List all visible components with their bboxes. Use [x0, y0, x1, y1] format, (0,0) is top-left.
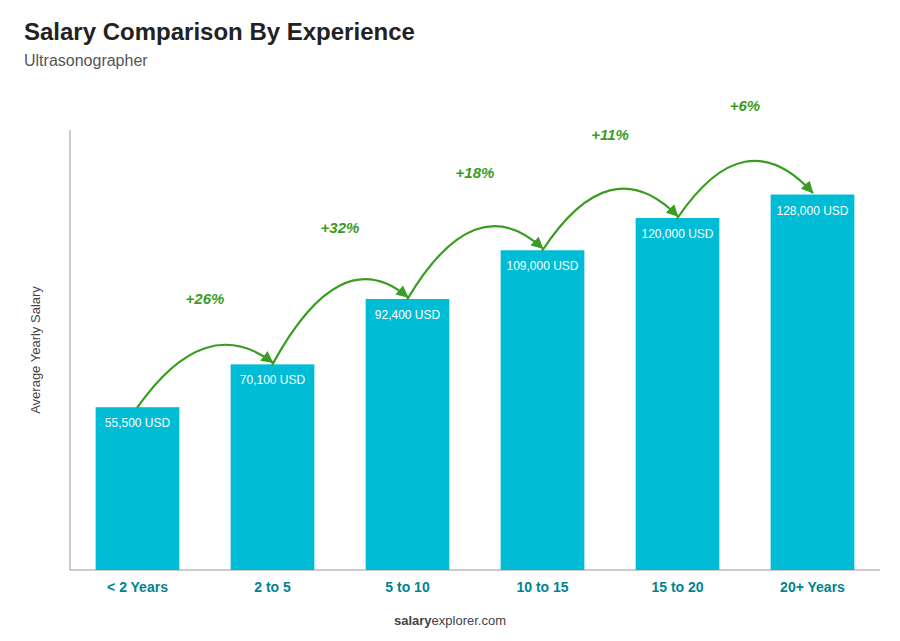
data-label: 55,500 USD — [105, 416, 171, 430]
footer-part: explorer.com — [432, 613, 506, 628]
bar — [771, 195, 855, 570]
change-label: +26% — [186, 290, 225, 307]
title: Salary Comparison By Experience — [24, 18, 415, 45]
bars — [96, 195, 855, 570]
change-arc — [273, 279, 408, 364]
change-arc — [408, 226, 543, 299]
change-label: +32% — [321, 219, 360, 236]
bar — [96, 407, 180, 570]
bar — [501, 250, 585, 570]
data-label: 128,000 USD — [776, 204, 848, 218]
x-tick-label: 10 to 15 — [516, 579, 568, 595]
footer: salaryexplorer.com — [394, 613, 506, 628]
data-label: 109,000 USD — [506, 259, 578, 273]
change-arc — [543, 189, 678, 251]
footer-part: salary — [394, 613, 432, 628]
bar — [231, 364, 315, 570]
x-axis-line — [70, 570, 880, 571]
x-tick-label: 20+ Years — [780, 579, 845, 595]
x-tick-label: 2 to 5 — [254, 579, 291, 595]
subtitle: Ultrasonographer — [24, 52, 148, 69]
change-label: +18% — [456, 164, 495, 181]
x-tick-label: 15 to 20 — [651, 579, 703, 595]
bar — [636, 218, 720, 570]
chart-container: Salary Comparison By Experience Ultrasono… — [0, 0, 900, 641]
change-arc — [678, 161, 813, 218]
y-axis-line — [70, 130, 71, 570]
change-arc — [138, 345, 273, 407]
data-label: 92,400 USD — [375, 308, 441, 322]
bar — [366, 299, 450, 570]
change-label: +6% — [730, 97, 760, 114]
y-axis-title: Average Yearly Salary — [28, 286, 43, 414]
data-label: 120,000 USD — [641, 227, 713, 241]
change-label: +11% — [591, 126, 629, 143]
x-tick-label: < 2 Years — [107, 579, 168, 595]
x-tick-label: 5 to 10 — [385, 579, 430, 595]
data-label: 70,100 USD — [240, 373, 306, 387]
chart-svg: Salary Comparison By Experience Ultrasono… — [0, 0, 900, 641]
